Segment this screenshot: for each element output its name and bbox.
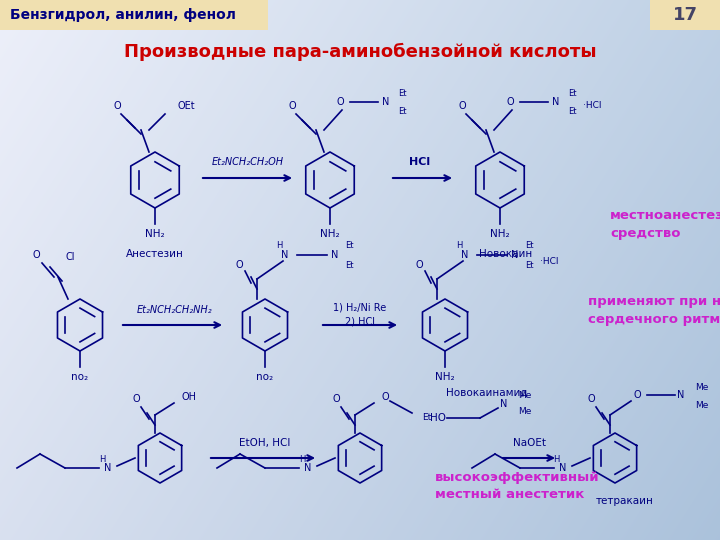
Text: O: O bbox=[332, 394, 340, 404]
Text: EtOH, HCl: EtOH, HCl bbox=[239, 438, 291, 448]
Text: Et: Et bbox=[397, 90, 406, 98]
Text: Бензгидрол, анилин, фенол: Бензгидрол, анилин, фенол bbox=[10, 8, 236, 22]
Text: Me: Me bbox=[518, 408, 531, 416]
Text: Et: Et bbox=[525, 260, 534, 269]
Text: OH: OH bbox=[182, 392, 197, 402]
Text: 1) H₂/Ni Re: 1) H₂/Ni Re bbox=[333, 302, 387, 312]
Bar bbox=[650, 0, 720, 30]
Text: N: N bbox=[511, 250, 518, 260]
Text: O: O bbox=[32, 250, 40, 260]
Text: NH₂: NH₂ bbox=[320, 229, 340, 239]
Text: местноанестезирующее
средство: местноанестезирующее средство bbox=[610, 210, 720, 240]
Text: O: O bbox=[288, 101, 296, 111]
Text: Et₂NCH₂CH₂NH₂: Et₂NCH₂CH₂NH₂ bbox=[138, 305, 213, 315]
Text: N: N bbox=[559, 463, 566, 473]
Text: Et: Et bbox=[568, 90, 576, 98]
Text: O: O bbox=[382, 392, 390, 402]
Text: HCl: HCl bbox=[410, 157, 431, 167]
Text: O: O bbox=[415, 260, 423, 270]
Text: NH₂: NH₂ bbox=[145, 229, 165, 239]
Text: O: O bbox=[506, 97, 514, 107]
Text: Et: Et bbox=[345, 260, 354, 269]
Text: NaOEt: NaOEt bbox=[513, 438, 546, 448]
Text: ·HCl: ·HCl bbox=[582, 102, 601, 111]
Text: OEt: OEt bbox=[177, 101, 194, 111]
Text: H: H bbox=[99, 456, 105, 464]
Text: H: H bbox=[299, 456, 305, 464]
Text: O: O bbox=[633, 390, 641, 400]
Text: Et: Et bbox=[397, 107, 406, 117]
Text: Et: Et bbox=[568, 107, 576, 117]
Text: O: O bbox=[336, 97, 344, 107]
Text: N: N bbox=[382, 97, 390, 107]
Text: тетракаин: тетракаин bbox=[596, 496, 654, 506]
Text: N: N bbox=[462, 250, 469, 260]
Text: высокоэффективный
местный анестетик: высокоэффективный местный анестетик bbox=[435, 470, 600, 502]
Text: Новокаин: Новокаин bbox=[480, 249, 533, 259]
Text: Производные пара-аминобензойной кислоты: Производные пара-аминобензойной кислоты bbox=[124, 43, 596, 61]
Text: N: N bbox=[500, 399, 508, 409]
Text: O: O bbox=[588, 394, 595, 404]
Text: Et₂NCH₂CH₂OH: Et₂NCH₂CH₂OH bbox=[212, 157, 284, 167]
Text: H: H bbox=[276, 240, 282, 249]
Text: O: O bbox=[132, 394, 140, 404]
Text: применяют при нарушениях
сердечного ритма: применяют при нарушениях сердечного ритм… bbox=[588, 294, 720, 326]
Text: NH₂: NH₂ bbox=[490, 229, 510, 239]
Text: Анестезин: Анестезин bbox=[126, 249, 184, 259]
Text: NH₂: NH₂ bbox=[435, 372, 455, 382]
Text: Me: Me bbox=[695, 382, 708, 392]
Text: Et: Et bbox=[525, 240, 534, 249]
Text: Me: Me bbox=[518, 392, 531, 401]
Text: N: N bbox=[304, 463, 311, 473]
Text: 17: 17 bbox=[672, 6, 698, 24]
Text: H: H bbox=[554, 456, 560, 464]
Text: N: N bbox=[282, 250, 289, 260]
Text: Me: Me bbox=[695, 401, 708, 409]
Text: O: O bbox=[235, 260, 243, 270]
Text: O: O bbox=[113, 101, 121, 111]
Text: Cl: Cl bbox=[66, 252, 76, 262]
Text: O: O bbox=[458, 101, 466, 111]
Text: Новокаинамид: Новокаинамид bbox=[446, 388, 528, 398]
Text: Et: Et bbox=[345, 240, 354, 249]
Text: ·HCl: ·HCl bbox=[540, 256, 558, 266]
Text: N: N bbox=[552, 97, 559, 107]
Text: no₂: no₂ bbox=[71, 372, 89, 382]
Text: 2) HCl: 2) HCl bbox=[345, 317, 375, 327]
Text: HO: HO bbox=[430, 413, 446, 423]
Text: N: N bbox=[678, 390, 685, 400]
Text: Et: Et bbox=[422, 413, 431, 422]
Text: N: N bbox=[104, 463, 111, 473]
Text: N: N bbox=[331, 250, 338, 260]
Text: no₂: no₂ bbox=[256, 372, 274, 382]
Text: H: H bbox=[456, 240, 462, 249]
Bar bbox=[0, 0, 268, 30]
